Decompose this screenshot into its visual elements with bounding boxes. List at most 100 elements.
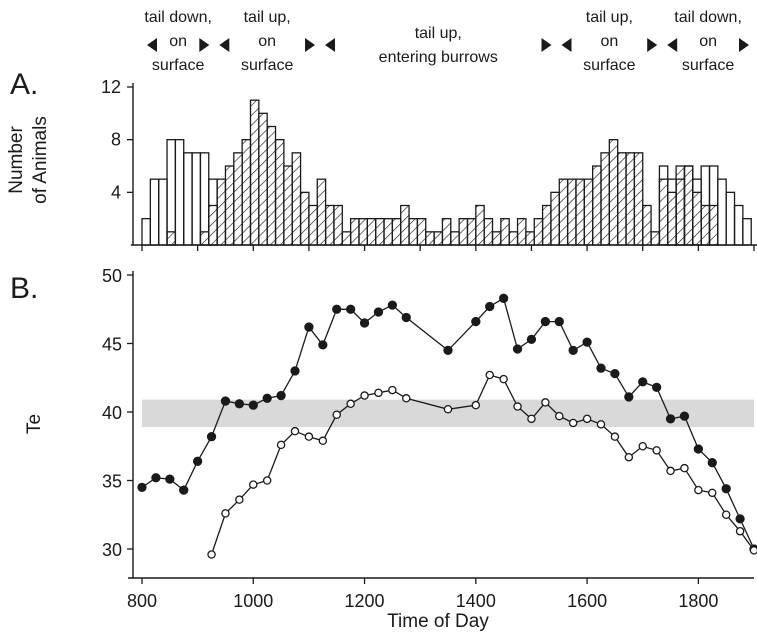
data-point [235,495,244,504]
data-point [248,400,258,410]
panel-b-x-tick-label: 800 [127,591,157,611]
panel-a-histogram: 4 8 12 Number of Animals [6,77,757,251]
histogram-bar [500,218,510,246]
phase-label-line: tail up, [586,9,633,26]
phase-arrow-left [219,38,230,52]
panel-b-x-tick-label: 1600 [567,591,607,611]
phase-arrow-right [199,38,210,52]
data-point [540,316,551,327]
phase-label-line: tail up, [244,9,291,26]
panel-b-temperature: 30 35 40 45 50 800 1000 1200 1400 1600 1800 Time of… [24,266,757,632]
data-point [624,392,634,402]
histogram-bar [199,231,210,246]
histogram-bar [324,204,335,246]
phase-arrow-right [647,38,658,52]
histogram-bar [208,204,218,246]
panel-b-x-axis-title: Time of Day [387,611,489,632]
phase-arrow-left [667,38,678,52]
histogram-bar [383,218,394,246]
data-point [498,293,509,303]
panel-b-y-tick-label: 50 [102,266,122,286]
histogram-bar [316,178,327,246]
data-point [401,312,411,323]
histogram-bar [158,178,168,246]
phase-label-4: tail up, on surface [583,9,636,74]
histogram-bar [717,178,727,246]
panel-b-y-tick-label: 45 [102,335,122,355]
histogram-bar [166,231,177,246]
data-point [443,345,453,356]
phase-arrow-left [561,38,572,52]
phase-label-line: on [699,33,717,50]
data-point [596,363,606,373]
data-point [387,300,398,310]
histogram-bar [533,218,544,246]
data-point [388,385,397,395]
data-point [290,366,300,376]
data-point [555,411,564,421]
histogram-bar [592,165,602,246]
data-point [749,546,757,555]
phase-label-3: tail up, entering burrows [379,25,498,66]
histogram-bar [650,231,661,246]
histogram-bar [491,231,502,246]
panel-a-y-axis-title-line: of Animals [30,116,51,204]
histogram-bar [742,218,752,246]
data-point [346,399,355,409]
histogram-bar [725,191,736,246]
histogram-bar [642,204,652,246]
histogram-bar [700,204,711,246]
data-point [582,337,592,347]
histogram-bar [174,139,185,246]
phase-arrow-right [739,38,749,52]
histogram-bar [308,204,318,246]
data-point [304,322,314,332]
data-point [220,396,231,406]
temperature-series-filled [137,293,757,554]
data-point [721,510,731,519]
panel-b-label: B. [10,272,38,305]
phase-arrow-left [147,38,157,52]
panel-a-y-tick-label: 12 [101,77,121,97]
phase-label-1: tail down, on surface [144,9,212,74]
histogram-bar [692,191,702,246]
data-point [165,474,175,484]
histogram-bar [675,165,686,246]
panel-b-y-tick-label: 40 [102,403,122,423]
data-point [638,377,648,387]
phase-label-line: on [258,33,276,50]
panel-b-x-tick-label: 1200 [345,591,385,611]
data-point [137,482,147,493]
phase-label-5: tail down, on surface [674,9,742,74]
histogram-bar [708,204,719,246]
data-point [374,388,383,398]
histogram-bar [433,231,444,246]
histogram-bar [241,139,252,246]
histogram-bar [458,218,469,246]
histogram-bar [558,178,569,246]
data-point [179,485,189,495]
histogram-bar [600,152,610,246]
data-point [402,394,411,403]
histogram-bar [575,178,585,246]
data-point [304,432,314,441]
phase-label-2: tail up, on surface [241,9,294,74]
histogram-bar [550,191,560,246]
data-point [151,473,161,483]
phase-label-line: tail down, [144,9,212,26]
data-point [318,436,328,446]
histogram-bar [258,112,268,246]
histogram-bar [541,204,552,246]
data-point [485,370,494,380]
histogram-bar [450,231,460,246]
histogram-bar [466,218,477,246]
histogram-bar [358,218,368,246]
histogram-bar [608,139,619,246]
data-point [276,390,286,401]
histogram-bar [508,231,519,246]
histogram-bar [266,125,277,246]
data-point [721,484,731,494]
data-point [666,466,675,476]
